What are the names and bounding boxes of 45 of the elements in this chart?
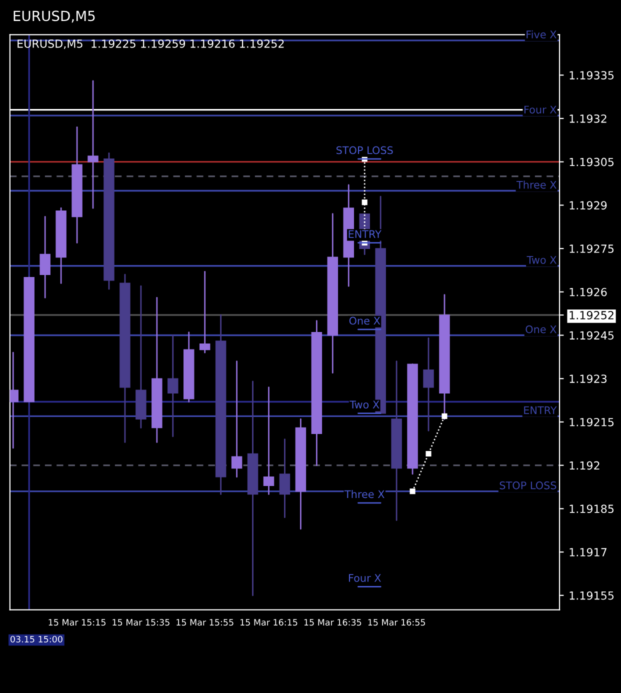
y-tick-label: 1.19305	[570, 158, 614, 166]
candlestick	[279, 438, 290, 518]
y-tick-label: 1.1929	[570, 201, 607, 210]
x-tick-label: 15 Mar 15:15	[48, 619, 106, 626]
y-tick-label: 1.19155	[570, 591, 614, 600]
chart-title: EURUSD,M5	[14, 10, 95, 23]
x-tick-label: 15 Mar 15:55	[176, 619, 234, 626]
annotation: Three X	[344, 490, 384, 498]
x-tick-label: 15 Mar 16:15	[240, 619, 298, 626]
x-tick-label: 15 Mar 16:55	[368, 619, 426, 626]
y-tick-label: 1.19252	[570, 310, 614, 320]
ref-line-label: Two X	[526, 256, 556, 264]
annotation: Four X	[348, 574, 381, 582]
chart-subtitle: EURUSD,M5 1.19225 1.19259 1.19216 1.19252	[18, 39, 284, 49]
annotation: STOP LOSS	[336, 146, 393, 154]
y-tick-label: 1.19245	[570, 331, 614, 340]
ref-line-label: Three X	[516, 180, 556, 189]
candlestick	[10, 352, 19, 449]
candlestick	[231, 360, 242, 478]
x-tick-label: 15 Mar 16:35	[304, 619, 362, 626]
y-tick-label: 1.1932	[570, 114, 606, 123]
candlestick	[40, 216, 50, 298]
y-tick-label: 1.19215	[570, 418, 614, 426]
ref-line-label: ENTRY	[524, 406, 557, 414]
text: 03.15 15:00	[10, 636, 62, 642]
candlestick	[88, 80, 98, 209]
candlestick	[199, 270, 210, 354]
ref-line-label: Five X	[526, 30, 556, 38]
x-tick-label: 15 Mar 15:35	[112, 619, 170, 626]
y-tick-label: 1.192	[570, 461, 600, 470]
ref-line-label: One X	[526, 325, 556, 334]
ref-line-label: Four X	[524, 106, 556, 114]
y-tick-label: 1.1917	[570, 548, 606, 556]
y-tick-label: 1.19275	[570, 244, 614, 253]
annotation: Two X	[350, 400, 380, 408]
ref-line-label: STOP LOSS	[500, 481, 556, 490]
candlestick	[423, 337, 434, 432]
y-tick-label: 1.19335	[570, 71, 614, 80]
y-tick-label: 1.19185	[570, 504, 614, 514]
y-tick-label: 1.1926	[570, 288, 607, 296]
annotation: One X	[349, 316, 380, 325]
candlestick	[263, 386, 274, 495]
candlestick	[168, 334, 178, 438]
y-tick-label: 1.1923	[570, 374, 607, 383]
annotation: ENTRY	[348, 230, 382, 238]
